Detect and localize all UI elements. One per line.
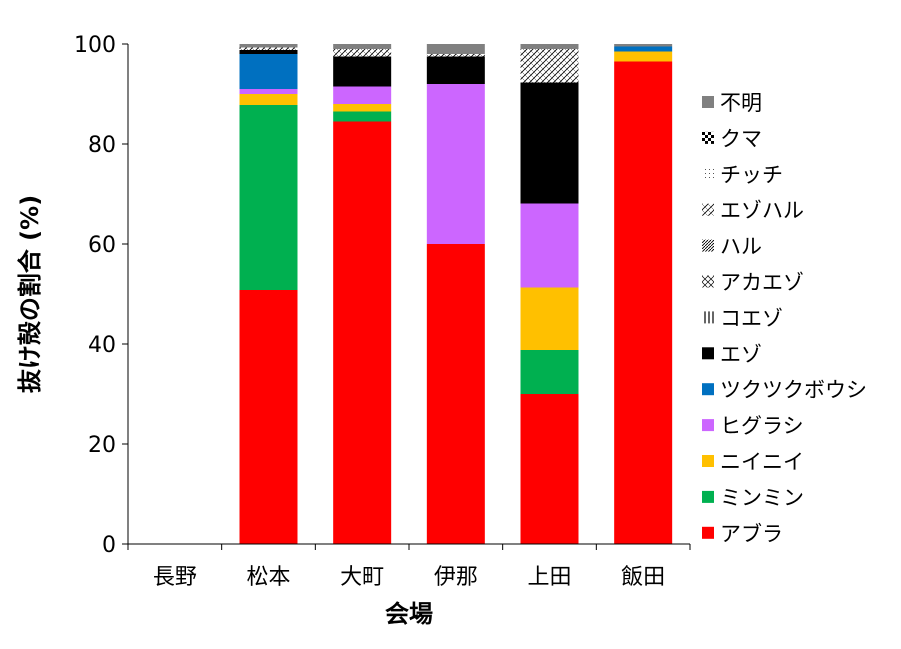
legend-swatch: [702, 167, 714, 180]
bar-segment-series-6-cat-4: [426, 56, 485, 84]
bar-segment-series-1-cat-3: [333, 121, 392, 544]
legend-swatch: [702, 131, 714, 144]
legend-swatch: [702, 455, 714, 467]
legend-item-series-9: ハル: [702, 235, 762, 259]
legend-label: ニイニイ: [720, 450, 804, 474]
legend-label: ツクツクボウシ: [720, 378, 867, 402]
bar-segment-series-2-cat-3: [333, 111, 392, 122]
bar-segment-series-4-cat-4: [426, 84, 485, 244]
legend-swatch: [702, 203, 714, 216]
legend-label: アカエゾ: [720, 271, 804, 295]
bar-segment-series-1-cat-6: [614, 61, 673, 544]
legend-swatch: [702, 311, 714, 324]
legend-label: アブラ: [720, 522, 783, 546]
bar-segment-series-10-cat-3: [333, 49, 392, 57]
legend-swatch: [702, 347, 714, 360]
bar-segment-series-13-cat-5: [520, 44, 579, 49]
legend-label: 不明: [720, 91, 762, 115]
bar-segment-series-10-cat-5: [520, 49, 579, 83]
axes-layer: 0 20 40 60 80 100 長野 松本 大町 伊那 上田 飯田: [74, 33, 691, 590]
bar-segment-series-13-cat-6: [614, 44, 673, 47]
legend-label: チッチ: [720, 163, 783, 187]
legend-item-series-12: クマ: [702, 127, 762, 151]
bar-segment-series-1-cat-5: [520, 394, 579, 544]
legend-swatch: [702, 526, 714, 539]
bar-segment-series-3-cat-6: [614, 51, 673, 62]
bar-segment-series-6-cat-3: [333, 56, 392, 87]
legend-item-series-1: アブラ: [702, 522, 783, 546]
legend-label: エゾ: [720, 342, 762, 366]
x-tick-label: 長野: [153, 565, 197, 590]
legend-swatch: [702, 239, 714, 252]
legend-item-series-11: チッチ: [702, 163, 783, 187]
bar-segment-series-1-cat-4: [426, 244, 485, 544]
legend-label: クマ: [720, 127, 762, 151]
legend-swatch: [702, 96, 714, 108]
bar-segment-series-3-cat-5: [520, 287, 579, 350]
legend: 不明クマチッチエゾハルハルアカエゾコエゾエゾツクツクボウシヒグラシニイニイミンミ…: [702, 91, 867, 546]
bars-layer: [239, 44, 673, 544]
y-tick-label: 20: [88, 433, 116, 458]
bar-segment-series-5-cat-2: [239, 54, 298, 89]
legend-item-series-10: エゾハル: [702, 199, 804, 223]
legend-label: ハル: [720, 235, 762, 259]
bar-segment-series-4-cat-3: [333, 86, 392, 104]
x-tick-label: 伊那: [434, 565, 478, 590]
x-axis-title: 会場: [385, 600, 433, 628]
legend-swatch: [702, 383, 714, 396]
y-axis-title: 抜け殻の割合 (%): [16, 195, 44, 393]
bar-segment-series-3-cat-2: [239, 94, 298, 105]
legend-swatch: [702, 275, 714, 288]
bar-segment-series-13-cat-4: [426, 44, 485, 54]
bar-segment-series-3-cat-3: [333, 104, 392, 112]
legend-item-series-13: 不明: [702, 91, 762, 115]
legend-item-series-5: ツクツクボウシ: [702, 378, 867, 402]
bar-segment-series-13-cat-3: [333, 44, 392, 49]
y-tick-label: 40: [88, 333, 116, 358]
legend-item-series-8: アカエゾ: [702, 271, 804, 295]
bar-segment-series-2-cat-2: [239, 105, 298, 290]
bar-segment-series-4-cat-2: [239, 89, 298, 94]
legend-item-series-6: エゾ: [702, 342, 762, 366]
legend-item-series-4: ヒグラシ: [702, 414, 804, 438]
bar-segment-series-13-cat-2: [239, 44, 298, 48]
x-tick-label: 上田: [527, 565, 571, 590]
legend-label: コエゾ: [720, 306, 783, 330]
y-tick-label: 0: [102, 533, 116, 558]
bar-segment-series-6-cat-2: [239, 50, 298, 54]
bar-segment-series-10-cat-2: [239, 47, 298, 50]
legend-swatch: [702, 490, 714, 503]
legend-item-series-3: ニイニイ: [702, 450, 804, 474]
legend-label: ヒグラシ: [720, 414, 804, 438]
y-tick-label: 60: [88, 233, 116, 258]
y-tick-label: 100: [74, 33, 116, 58]
legend-swatch: [702, 419, 714, 432]
legend-label: エゾハル: [720, 199, 804, 223]
bar-segment-series-1-cat-2: [239, 290, 298, 544]
bar-segment-series-5-cat-6: [614, 46, 673, 52]
bar-segment-series-10-cat-4: [426, 54, 485, 57]
legend-item-series-7: コエゾ: [702, 306, 783, 330]
x-tick-label: 大町: [340, 565, 384, 590]
bar-segment-series-6-cat-5: [520, 82, 579, 204]
y-tick-label: 80: [88, 133, 116, 158]
legend-label: ミンミン: [720, 486, 804, 510]
bar-segment-series-4-cat-5: [520, 203, 579, 288]
x-tick-label: 松本: [246, 565, 290, 590]
bar-segment-series-2-cat-5: [520, 350, 579, 394]
x-tick-label: 飯田: [621, 565, 665, 590]
legend-item-series-2: ミンミン: [702, 486, 804, 510]
